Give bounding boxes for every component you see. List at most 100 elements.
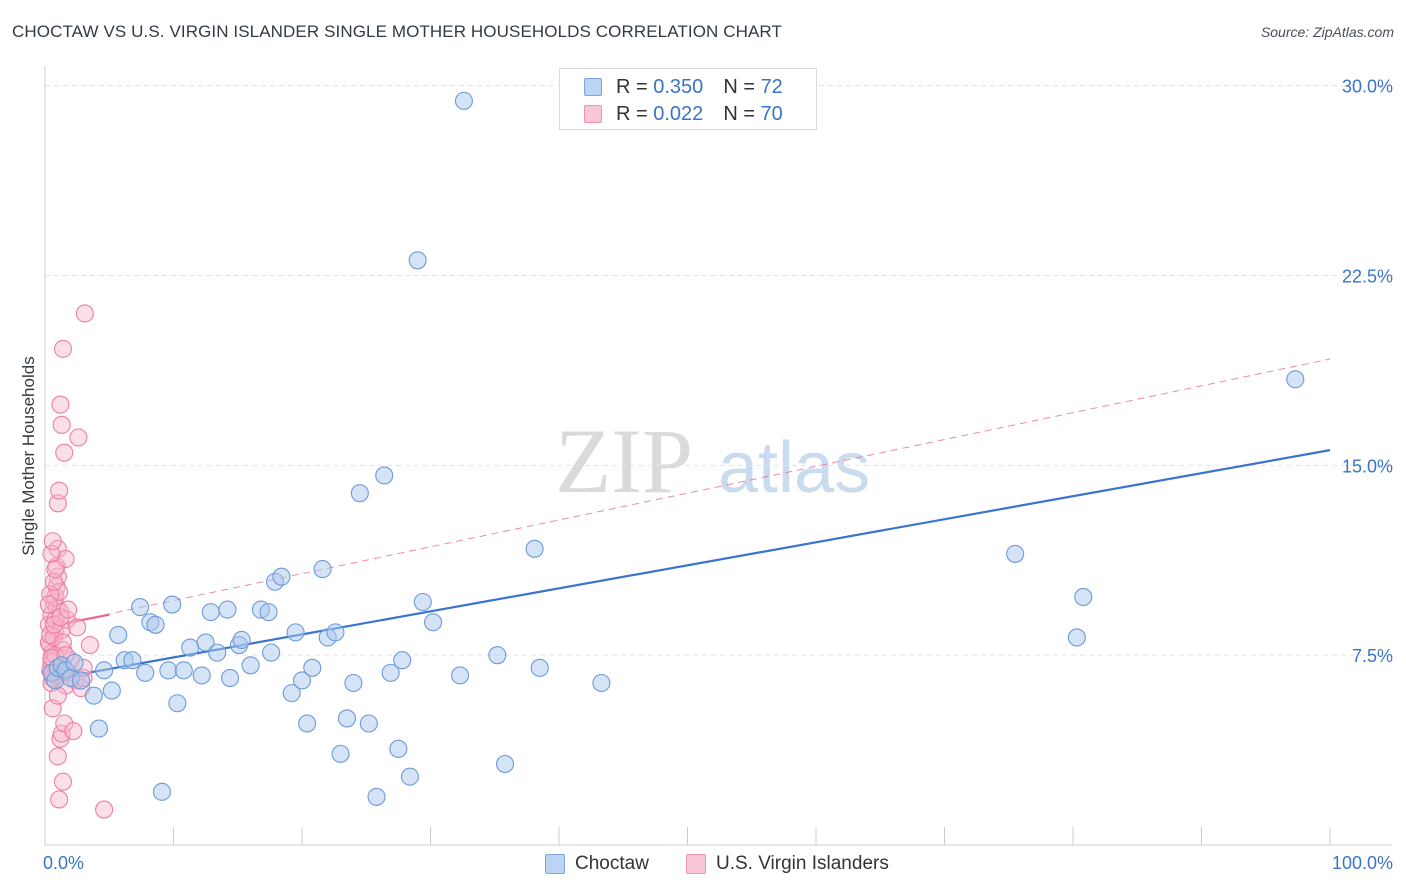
choctaw-point xyxy=(136,663,155,682)
choctaw-point xyxy=(451,666,470,685)
choctaw-point xyxy=(159,661,178,680)
watermark-atlas: atlas xyxy=(718,428,870,508)
usvi-r-label: R = xyxy=(616,102,654,125)
usvi-point xyxy=(95,800,114,819)
choctaw-point xyxy=(131,598,150,617)
choctaw-point xyxy=(1067,628,1086,647)
choctaw-point xyxy=(272,567,291,586)
choctaw-point xyxy=(381,663,400,682)
y-tick-label-3: 30.0% xyxy=(1342,77,1393,97)
usvi-point xyxy=(48,747,67,766)
usvi-trend-line xyxy=(44,613,110,629)
usvi-points xyxy=(39,304,114,819)
choctaw-point xyxy=(95,661,114,680)
usvi-point xyxy=(51,608,70,627)
choctaw-point xyxy=(592,673,611,693)
usvi-point xyxy=(53,339,73,358)
choctaw-trend-line xyxy=(44,449,1331,682)
choctaw-point xyxy=(389,739,408,758)
choctaw-point xyxy=(337,709,357,728)
choctaw-r-value: 0.350 xyxy=(653,75,704,98)
choctaw-point xyxy=(286,623,305,642)
choctaw-point xyxy=(196,633,215,652)
y-tick-label-2: 22.5% xyxy=(1342,266,1393,286)
choctaw-point xyxy=(488,646,507,665)
usvi-trend-extended xyxy=(44,358,1331,628)
usvi-point xyxy=(68,618,87,637)
usvi-point xyxy=(69,428,88,447)
choctaw-point xyxy=(192,666,211,685)
usvi-point xyxy=(75,304,94,323)
choctaw-point xyxy=(408,251,427,270)
axes xyxy=(44,66,1392,846)
choctaw-point xyxy=(326,623,345,642)
legend-row-choctaw: R = 0.350 N = 72 xyxy=(584,74,783,100)
choctaw-point xyxy=(495,754,515,774)
legend-row-usvi: R = 0.022 N = 70 xyxy=(584,101,783,127)
usvi-point xyxy=(51,395,70,414)
choctaw-point xyxy=(1286,370,1305,389)
usvi-r-value: 0.022 xyxy=(653,102,704,125)
y-axis-label: Single Mother Households xyxy=(19,356,38,555)
choctaw-point xyxy=(350,484,369,503)
bottom-legend-choctaw: Choctaw xyxy=(545,853,649,875)
x-tick-label-min: 0.0% xyxy=(43,853,84,873)
choctaw-swatch xyxy=(584,78,602,96)
stats-legend: R = 0.350 N = 72 R = 0.022 N = 70 xyxy=(559,68,817,130)
choctaw-point xyxy=(375,466,394,485)
choctaw-point xyxy=(262,643,281,662)
choctaw-point xyxy=(1074,587,1093,606)
choctaw-point xyxy=(146,615,165,634)
choctaw-point xyxy=(102,681,121,700)
grid-lines xyxy=(45,85,1392,656)
choctaw-point xyxy=(163,595,182,614)
usvi-point xyxy=(50,790,69,809)
axis-labels: 7.5% 15.0% 22.5% 30.0% 0.0% 100.0% Single Moth… xyxy=(19,77,1393,873)
bottom-legend-usvi: U.S. Virgin Islanders xyxy=(686,853,889,875)
choctaw-point xyxy=(232,630,251,650)
choctaw-point xyxy=(400,767,419,786)
choctaw-point xyxy=(424,613,443,632)
usvi-point xyxy=(48,686,67,705)
choctaw-point xyxy=(303,658,322,677)
choctaw-point xyxy=(218,600,237,619)
usvi-point xyxy=(59,600,78,619)
choctaw-point xyxy=(174,661,193,680)
choctaw-point xyxy=(208,643,227,662)
choctaw-point xyxy=(298,714,317,733)
choctaw-point xyxy=(241,656,260,675)
choctaw-n-label: N = xyxy=(723,75,761,98)
choctaw-point xyxy=(292,671,312,690)
choctaw-point xyxy=(220,668,240,687)
choctaw-point xyxy=(525,539,544,558)
choctaw-point xyxy=(344,673,363,693)
choctaw-point xyxy=(282,684,301,703)
choctaw-r-label: R = xyxy=(616,75,654,98)
choctaw-point xyxy=(359,714,378,733)
choctaw-point xyxy=(181,638,200,657)
usvi-n-label: N = xyxy=(723,102,761,125)
choctaw-point xyxy=(393,651,412,670)
x-tick-label-max: 100.0% xyxy=(1332,853,1393,873)
choctaw-point xyxy=(201,603,220,622)
choctaw-point xyxy=(367,787,386,806)
choctaw-point xyxy=(313,560,332,579)
choctaw-point xyxy=(109,625,128,644)
y-tick-label-0: 7.5% xyxy=(1352,646,1393,666)
choctaw-point xyxy=(123,651,142,670)
bottom-choctaw-label: Choctaw xyxy=(575,853,649,874)
bottom-usvi-label: U.S. Virgin Islanders xyxy=(716,853,889,874)
source-label: Source: ZipAtlas.com xyxy=(1260,24,1394,40)
choctaw-point xyxy=(413,592,432,612)
choctaw-point xyxy=(454,91,473,110)
y-tick-label-1: 15.0% xyxy=(1342,456,1393,476)
usvi-point xyxy=(64,722,83,741)
choctaw-n-value: 72 xyxy=(760,75,783,98)
trend-lines xyxy=(44,358,1331,682)
usvi-point xyxy=(46,560,65,579)
choctaw-point xyxy=(152,782,171,801)
watermark: ZIP atlas xyxy=(555,410,870,512)
usvi-n-value: 70 xyxy=(760,102,783,125)
usvi-point xyxy=(50,481,69,500)
bottom-usvi-swatch xyxy=(686,854,706,874)
